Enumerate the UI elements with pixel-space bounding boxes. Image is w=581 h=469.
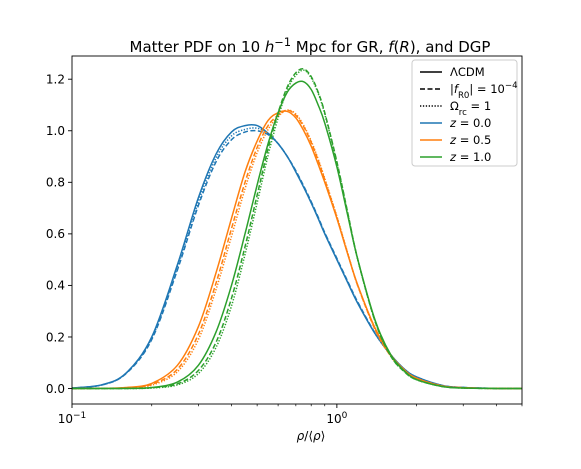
- legend-label: ΛCDM: [450, 65, 485, 79]
- y-tick-label: 0.4: [46, 279, 65, 293]
- series-line-dotted-1.0: [72, 69, 522, 390]
- plot-frame: [71, 55, 523, 405]
- series-group: [72, 67, 522, 390]
- legend-label: z = 0.0: [449, 116, 491, 130]
- y-tick-label: 0.2: [46, 330, 65, 344]
- legend-label: z = 0.5: [449, 133, 491, 147]
- legend-label: |fR0| = 10−4: [450, 81, 518, 101]
- legend-label: Ωrc = 1: [450, 99, 491, 118]
- y-tick-label: 1.2: [46, 73, 65, 87]
- y-tick-label: 0.8: [46, 176, 65, 190]
- series-line-dotted-0.0: [72, 127, 522, 390]
- plot-area: [72, 67, 522, 390]
- y-tick-label: 0.0: [46, 382, 65, 396]
- chart-title: Matter PDF on 10 h−1 Mpc for GR, f(R), a…: [130, 36, 491, 57]
- legend-label: z = 1.0: [449, 150, 491, 164]
- series-line-dotted-0.5: [72, 109, 522, 390]
- y-tick-label: 1.0: [46, 124, 65, 138]
- series-line-dashed-0.0: [72, 129, 522, 390]
- series-line-dashed-1.0: [72, 67, 522, 390]
- axes: 0.0 0.2 0.4 0.6 0.8 1.0 1.2 10−1 100: [46, 55, 523, 426]
- x-tick-label: 100: [326, 411, 347, 426]
- y-tick-label: 0.6: [46, 227, 65, 241]
- x-tick-label: 10−1: [58, 411, 87, 426]
- x-axis-label: ρ/⟨ρ⟩: [297, 429, 326, 443]
